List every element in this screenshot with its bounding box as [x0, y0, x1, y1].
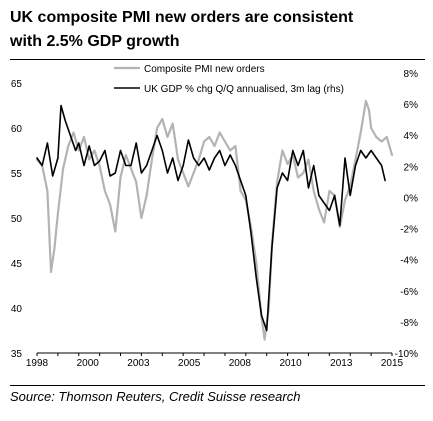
left-axis-label: 55 [11, 169, 23, 180]
line-chart: 1998 2000 2003 2005 2008 2010 2013 2015 65 60 55 50… [11, 64, 419, 369]
x-tick-label: 1998 [26, 358, 49, 369]
right-axis-label: -4% [400, 256, 418, 267]
left-axis-label: 60 [11, 124, 23, 135]
title-divider [10, 59, 425, 60]
left-axis-label: 45 [11, 259, 23, 270]
x-tick-label: 2008 [229, 358, 252, 369]
source-note: Source: Thomson Reuters, Credit Suisse r… [10, 385, 425, 405]
x-tick-label: 2015 [381, 358, 404, 369]
legend-label-gdp: UK GDP % chg Q/Q annualised, 3m lag (rhs… [144, 84, 344, 95]
legend-label-pmi: Composite PMI new orders [144, 64, 265, 75]
chart-title-line-1: UK composite PMI new orders are consiste… [10, 9, 354, 26]
left-axis-label: 65 [11, 79, 23, 90]
right-axis-label: 2% [404, 162, 419, 173]
x-tick-label: 2005 [178, 358, 201, 369]
chart-title-line-2: with 2.5% GDP growth [10, 33, 180, 50]
right-axis-label: 8% [404, 69, 419, 80]
right-axis-label: 0% [404, 193, 419, 204]
x-tick-label: 2010 [279, 358, 302, 369]
x-tick-label: 2000 [77, 358, 100, 369]
x-tick-label: 2003 [127, 358, 150, 369]
series-line-gdp [36, 104, 386, 332]
right-axis-label: -8% [400, 318, 418, 329]
right-axis-label: 4% [404, 131, 419, 142]
right-axis-label: 6% [404, 100, 419, 111]
right-axis-label: -10% [395, 349, 418, 360]
right-axis-label: -2% [400, 225, 418, 236]
chart-title: UK composite PMI new orders are consiste… [10, 6, 425, 54]
left-axis-label: 50 [11, 214, 23, 225]
x-tick-label: 2013 [330, 358, 353, 369]
left-axis-label: 35 [11, 349, 23, 360]
right-axis-label: -6% [400, 287, 418, 298]
left-axis-label: 40 [11, 304, 23, 315]
